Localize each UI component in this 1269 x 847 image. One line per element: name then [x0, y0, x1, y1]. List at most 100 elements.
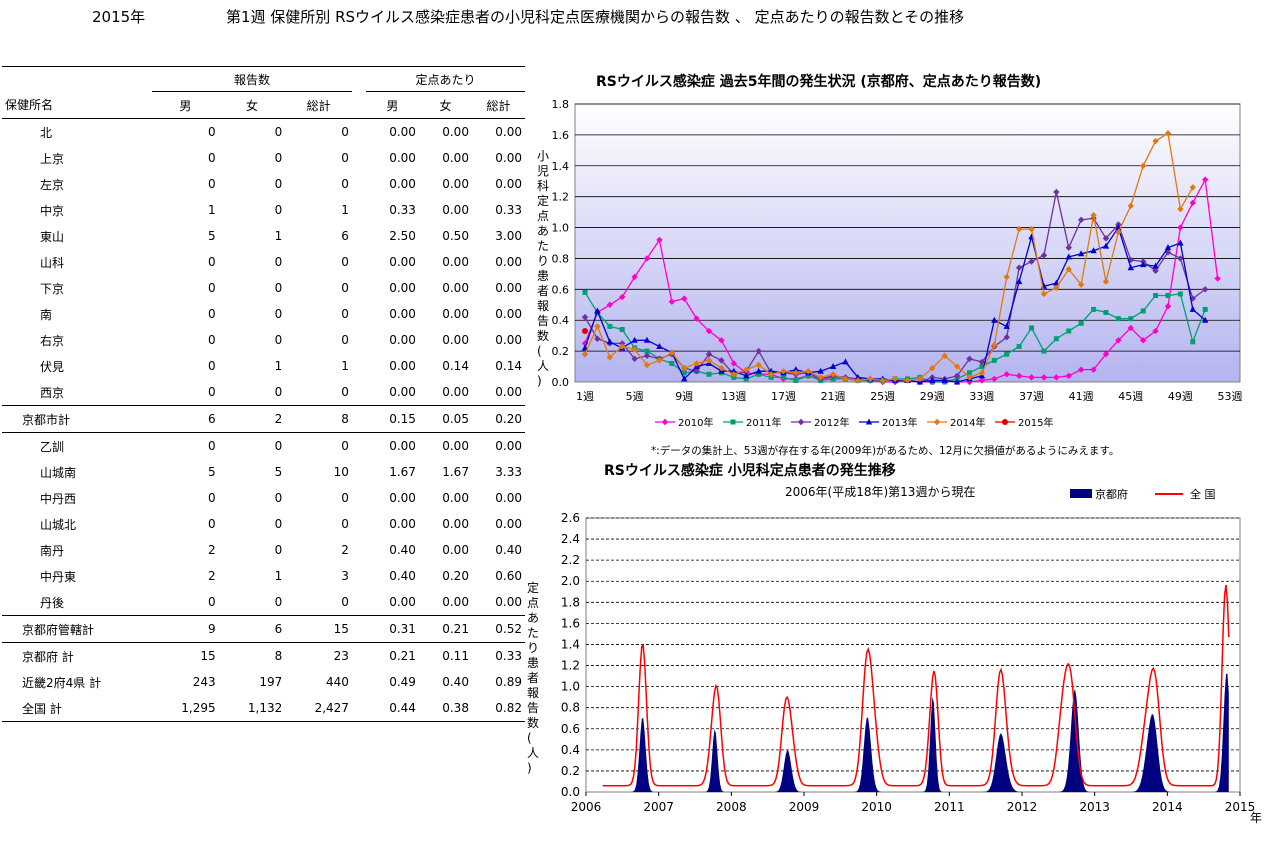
- legend-label: 2014年: [950, 416, 985, 429]
- y-tick-label: 1.4: [561, 637, 580, 651]
- data-point: [792, 366, 800, 373]
- legend-item: 2011年: [723, 416, 781, 429]
- trend-area-chart: 0.0 0.2 0.4 0.6 0.8 1.0 1.2 1.4 1.6 1.8 2.0 2.2 2.4 2…: [527, 462, 1262, 825]
- data-point: [643, 336, 651, 343]
- x-tick-label: 45週: [1118, 390, 1143, 403]
- data-point: [693, 367, 700, 375]
- row-value: 0.00: [389, 517, 416, 531]
- data-point: [619, 326, 625, 332]
- data-point: [991, 316, 998, 323]
- x-tick-label: 9週: [675, 390, 693, 403]
- row-value: 0.00: [495, 595, 522, 609]
- data-point: [1102, 242, 1110, 249]
- table-row: 山科 0 0 0 0.00 0.00 0.00: [2, 249, 525, 275]
- data-point: [730, 367, 738, 374]
- row-value: 0: [274, 125, 283, 139]
- y-tick-label: 0.0: [561, 785, 580, 799]
- y-tick-label: 1.6: [561, 616, 580, 630]
- data-point: [1152, 262, 1159, 269]
- legend-item: 2014年: [927, 416, 985, 429]
- row-value: 6: [218, 615, 286, 643]
- row-value: 0.21: [365, 642, 419, 669]
- legend-marker: [730, 419, 736, 425]
- y-axis-label: 定点あたり患者報告数(人): [527, 580, 539, 775]
- row-value: 0.00: [442, 333, 469, 347]
- row-value: 2: [218, 405, 286, 433]
- y-axis-label: 小児科定点あたり患者報告数(人): [537, 149, 549, 388]
- legend-marker: [865, 418, 873, 425]
- row-value: 0: [274, 203, 283, 217]
- row-name: 中丹東: [40, 569, 77, 584]
- data-point: [1152, 267, 1159, 274]
- row-value: 0: [208, 151, 216, 165]
- data-point: [829, 371, 837, 378]
- data-point: [1091, 306, 1097, 312]
- row-value: 0.14: [442, 359, 469, 373]
- row-value: 0: [208, 125, 216, 139]
- row-value: 0.00: [442, 543, 469, 557]
- series-2014年: [581, 130, 1196, 384]
- row-value: 5: [208, 465, 216, 479]
- x-tick-label: 2014: [1152, 800, 1183, 814]
- data-point: [780, 367, 787, 375]
- row-value: 1,132: [218, 695, 286, 722]
- data-point: [929, 364, 936, 372]
- row-value: 0.82: [471, 695, 525, 722]
- row-name: 山城南: [40, 465, 77, 480]
- legend-label: 2012年: [814, 416, 849, 429]
- row-value: 0.33: [389, 203, 416, 217]
- row-name: 山科: [40, 255, 65, 270]
- data-point: [1153, 293, 1159, 299]
- row-value: 0: [341, 281, 349, 295]
- row-name: 京都市計: [2, 405, 152, 433]
- plot-area: [574, 103, 1241, 383]
- row-value: 0: [274, 307, 283, 321]
- data-point: [879, 377, 886, 384]
- table-row: 右京 0 0 0 0.00 0.00 0.00: [2, 327, 525, 353]
- data-point: [842, 375, 849, 383]
- data-point: [1015, 225, 1023, 233]
- row-value: 0: [208, 333, 216, 347]
- legend-label: 2010年: [678, 416, 713, 429]
- row-value: 0.00: [442, 491, 469, 505]
- row-value: 440: [326, 675, 349, 689]
- row-value: 0.00: [495, 125, 522, 139]
- row-value: 0.00: [495, 517, 522, 531]
- data-point: [991, 357, 997, 363]
- data-point: [929, 376, 936, 383]
- row-value: 0: [208, 385, 216, 399]
- row-value: 0: [274, 595, 283, 609]
- data-point: [916, 375, 924, 383]
- table-row: 南丹 2 0 2 0.40 0.00 0.40: [2, 537, 525, 563]
- data-point: [966, 355, 973, 363]
- data-point: [1028, 225, 1035, 233]
- y-tick-label: 1.2: [561, 659, 580, 673]
- legend-label: 京都府: [1095, 487, 1128, 501]
- data-point: [718, 364, 725, 372]
- row-value: 0.00: [442, 255, 469, 269]
- row-value: 0.50: [442, 229, 469, 243]
- data-point: [1028, 258, 1035, 265]
- row-name: 京都府 計: [2, 642, 152, 669]
- row-value: 8: [218, 642, 286, 669]
- data-point: [978, 369, 986, 376]
- row-value: 0: [274, 385, 283, 399]
- data-point: [705, 351, 713, 358]
- row-value: 0.00: [389, 491, 416, 505]
- data-point: [1053, 188, 1060, 196]
- legend-marker: [661, 418, 669, 426]
- data-point: [792, 369, 800, 376]
- data-point: [1065, 266, 1072, 273]
- legend-label: 2013年: [882, 416, 917, 429]
- row-name: 全国 計: [2, 695, 152, 722]
- data-point: [854, 373, 862, 380]
- data-point: [1127, 324, 1134, 332]
- chart-subtitle: 2006年(平成18年)第13週から現在: [785, 485, 975, 499]
- data-point: [668, 298, 676, 305]
- data-point: [693, 315, 700, 322]
- y-tick-label: 1.6: [552, 129, 570, 142]
- row-value: 0: [208, 177, 216, 191]
- data-point: [718, 357, 725, 364]
- data-point: [594, 323, 601, 330]
- legend-item: 2010年: [655, 416, 713, 429]
